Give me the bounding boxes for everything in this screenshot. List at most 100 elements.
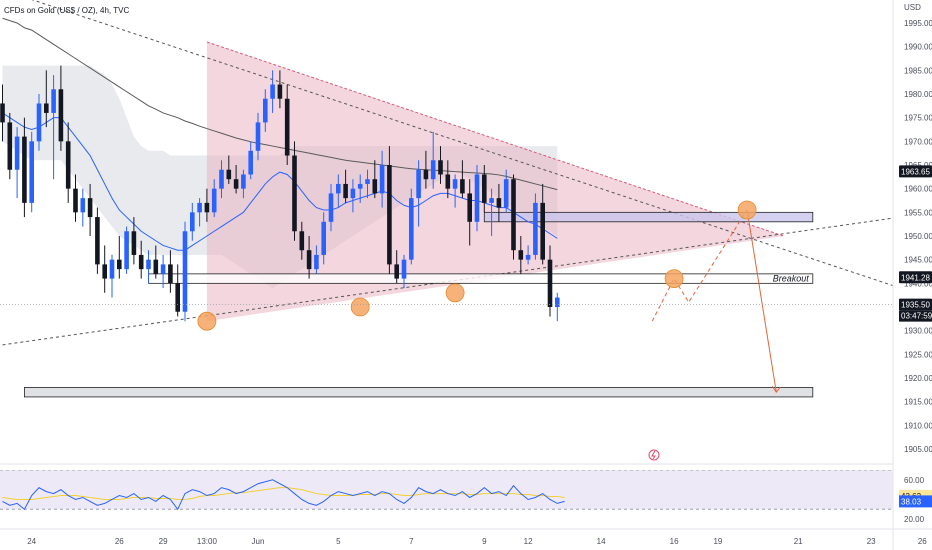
price-tag: 1963.65	[899, 165, 932, 178]
candle	[321, 212, 326, 265]
pivot-marker	[445, 283, 465, 303]
candle-body	[0, 103, 5, 123]
candle	[555, 292, 560, 322]
price-tick-label: 1955.00	[904, 208, 932, 217]
candle	[379, 150, 385, 208]
candle-body	[277, 84, 283, 99]
candle	[233, 165, 239, 194]
candle	[416, 160, 421, 227]
candle-body	[138, 254, 144, 270]
price-tag-bg	[899, 271, 932, 284]
candle	[51, 75, 56, 180]
candle	[226, 155, 232, 184]
candle-body	[270, 84, 275, 99]
candle	[430, 131, 436, 189]
candle-body	[409, 198, 414, 260]
candle	[445, 160, 451, 199]
candle	[292, 141, 297, 241]
countdown-bg	[899, 310, 932, 322]
candle-body	[533, 202, 538, 255]
candle	[58, 65, 64, 151]
price-tick-label: 1960.00	[904, 185, 932, 194]
candle-body	[58, 89, 64, 142]
time-tick-label: 13:00	[197, 537, 218, 546]
pivot-marker	[664, 269, 684, 289]
price-pane	[0, 0, 893, 398]
price-tag-label: 1935.50	[901, 301, 930, 310]
candle	[496, 183, 502, 222]
candle	[350, 179, 356, 213]
candle-body	[387, 165, 392, 265]
time-tick-label: Jun	[252, 537, 265, 546]
rsi-tick-label: 60.00	[904, 476, 925, 485]
triangle-upper-line	[206, 41, 784, 237]
candle-body	[219, 169, 224, 189]
candle	[65, 122, 71, 203]
candle-body	[518, 250, 524, 260]
candle-body	[328, 193, 334, 222]
candle-body	[73, 188, 78, 213]
candle-body	[394, 264, 399, 279]
candle-body	[160, 264, 166, 274]
price-tag-label: 1963.65	[901, 167, 930, 176]
candle-body	[197, 202, 202, 213]
candle	[525, 245, 531, 265]
candle-body	[452, 179, 458, 189]
candle-body	[430, 160, 436, 180]
price-tick-label: 1910.00	[904, 421, 932, 430]
price-tag-label: 1941.28	[901, 273, 930, 282]
rsi-pane	[0, 470, 893, 511]
candle-body	[336, 183, 341, 194]
candle-body	[190, 212, 195, 232]
breakout-label: Breakout	[773, 274, 810, 284]
candle	[306, 236, 312, 279]
candle	[204, 188, 210, 222]
time-tick-label: 12	[524, 537, 533, 546]
time-tick-label: 5	[336, 537, 341, 546]
candle-body	[117, 259, 122, 270]
time-tick-label: 26	[918, 537, 927, 546]
candle-body	[80, 198, 86, 213]
candle-body	[109, 259, 115, 279]
candle	[109, 254, 115, 298]
candle	[394, 250, 399, 284]
candle-body	[321, 221, 326, 255]
candle-body	[44, 103, 49, 113]
candle	[146, 250, 151, 284]
candle	[438, 146, 443, 184]
pivot-marker	[197, 311, 217, 331]
candle	[284, 84, 290, 165]
candle-body	[511, 179, 516, 251]
candle-body	[372, 179, 378, 194]
candle	[124, 226, 129, 274]
candle-body	[211, 188, 217, 213]
price-tick-label: 1975.00	[904, 114, 932, 123]
candle	[44, 70, 49, 128]
price-tick-label: 1925.00	[904, 350, 932, 359]
price-tick-label: 1995.00	[904, 19, 932, 28]
candle-body	[540, 202, 545, 260]
price-tick-label: 1940.00	[904, 279, 932, 288]
candle	[211, 179, 217, 218]
price-tag-bg	[899, 298, 932, 311]
candle	[102, 245, 107, 293]
rsi-line	[2, 479, 565, 511]
candle-body	[263, 98, 268, 123]
candle-body	[445, 174, 451, 189]
pivot-marker	[737, 200, 757, 220]
time-tick-label: 19	[713, 537, 722, 546]
rsi-tick-label: 20.00	[904, 515, 925, 524]
candle-body	[7, 122, 13, 170]
triangle-pattern	[206, 41, 784, 322]
candle-body	[547, 259, 553, 307]
candle-body	[343, 183, 348, 199]
candle	[409, 188, 414, 265]
candle-body	[51, 89, 56, 113]
moving-average-gray	[2, 17, 558, 191]
symbol-title: CFDs on Gold (US$ / OZ), 4h, TVC	[4, 6, 129, 15]
candle	[452, 174, 458, 208]
time-tick-label: 14	[597, 537, 606, 546]
candle	[73, 174, 78, 222]
